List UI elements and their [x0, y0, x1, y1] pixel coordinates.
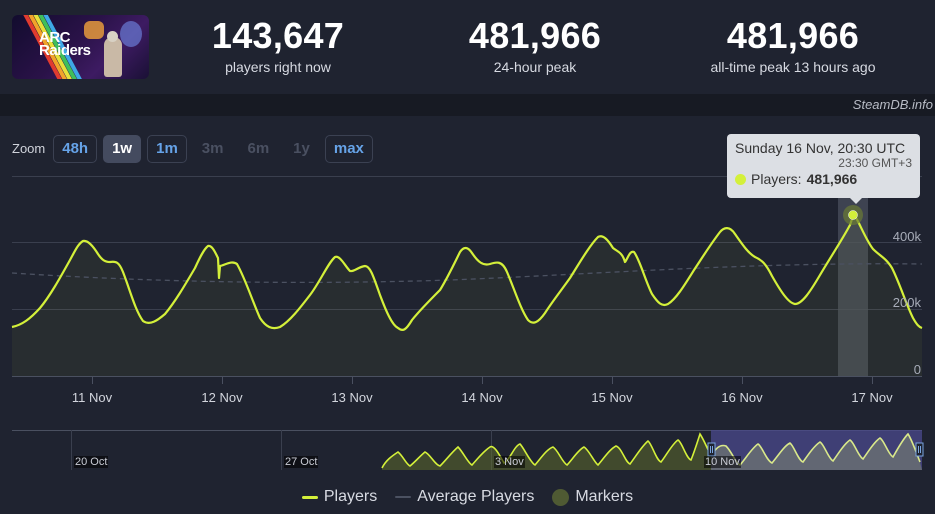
hover-point-marker[interactable] [848, 210, 858, 220]
character-art [104, 37, 122, 77]
tooltip-series-label: Players: [751, 171, 802, 187]
navigator-right-handle[interactable] [915, 442, 924, 457]
navigator[interactable] [12, 430, 924, 470]
zoom-1m-button[interactable]: 1m [147, 134, 187, 163]
navigator-label: 10 Nov [704, 456, 741, 468]
legend-label: Markers [575, 488, 634, 505]
legend-item-average-players[interactable]: Average Players [395, 488, 534, 506]
logo-line-2: Raiders [39, 42, 91, 59]
chart-tooltip: Sunday 16 Nov, 20:30 UTC 23:30 GMT+3 Pla… [727, 134, 920, 204]
hover-band [838, 198, 868, 376]
x-axis-label: 13 Nov [331, 390, 373, 405]
plot-area[interactable] [0, 116, 935, 514]
stat-label: all-time peak 13 hours ago [710, 59, 876, 75]
x-ticks [92, 376, 873, 384]
character-art [107, 31, 118, 42]
character-art [120, 21, 142, 47]
players-line-icon [301, 495, 318, 499]
stat-value: 481,966 [468, 15, 602, 56]
average-line-icon [395, 496, 412, 498]
x-axis-label: 17 Nov [851, 390, 893, 405]
x-axis-label: 15 Nov [591, 390, 633, 405]
credit-bar: SteamDB.info [0, 94, 935, 116]
y-axis-label-200k: 200k [892, 295, 921, 310]
legend-label: Average Players [417, 488, 535, 505]
zoom-label: Zoom [12, 141, 46, 156]
stat-24h-peak: 481,966 24-hour peak [435, 15, 635, 76]
average-players-line [11, 263, 923, 284]
game-thumbnail[interactable]: ARC Raiders [12, 15, 149, 79]
stat-label: 24-hour peak [493, 59, 577, 75]
zoom-max-button[interactable]: max [324, 134, 373, 163]
stat-all-time-peak: 481,966 all-time peak 13 hours ago [693, 15, 893, 76]
navigator-left-handle[interactable] [707, 442, 716, 457]
stat-current-players: 143,647 players right now [178, 15, 378, 76]
zoom-6m-button: 6m [247, 140, 270, 157]
steamdb-credit-link[interactable]: SteamDB.info [852, 97, 933, 112]
legend-item-markers[interactable]: Markers [552, 488, 633, 506]
stat-value: 481,966 [726, 15, 860, 56]
tooltip-local-time: 23:30 GMT+3 [838, 156, 912, 170]
players-series-dot-icon [735, 173, 746, 185]
zoom-1y-button: 1y [293, 140, 310, 157]
x-axis-label: 11 Nov [71, 390, 113, 405]
zoom-1w-button[interactable]: 1w [103, 134, 142, 163]
y-axis-label-400k: 400k [892, 229, 921, 244]
x-axis-label: 14 Nov [461, 390, 503, 405]
tooltip-value: 481,966 [806, 171, 858, 187]
gridlines [12, 176, 922, 377]
tooltip-row: Players: 481,966 [735, 171, 912, 187]
zoom-48h-button[interactable]: 48h [53, 134, 98, 163]
logo-line-1: ARC [39, 29, 70, 46]
legend-item-players[interactable]: Players [301, 488, 378, 506]
zoom-3m-button: 3m [201, 140, 224, 157]
navigator-label: 27 Oct [284, 456, 319, 468]
y-axis-label-0: 0 [913, 362, 921, 377]
zoom-selector: Zoom 48h 1w 1m 3m 6m 1y max [12, 134, 373, 163]
player-count-chart: Zoom 48h 1w 1m 3m 6m 1y max [0, 116, 935, 514]
stat-value: 143,647 [211, 15, 345, 56]
players-line [11, 214, 923, 331]
legend-label: Players [323, 488, 378, 505]
stat-label: players right now [225, 59, 331, 75]
navigator-label: 20 Oct [74, 456, 109, 468]
navigator-label: 3 Nov [494, 456, 525, 468]
markers-dot-icon [552, 488, 570, 506]
tooltip-date: Sunday 16 Nov, 20:30 UTC [735, 140, 906, 156]
x-axis-label: 12 Nov [201, 390, 243, 405]
character-art [84, 21, 104, 39]
players-area [12, 215, 922, 376]
chart-legend: Players Average Players Markers [0, 488, 935, 506]
x-axis-label: 16 Nov [721, 390, 763, 405]
stats-header: ARC Raiders 143,647 players right now 48… [0, 0, 935, 94]
game-logo: ARC Raiders [39, 29, 91, 59]
